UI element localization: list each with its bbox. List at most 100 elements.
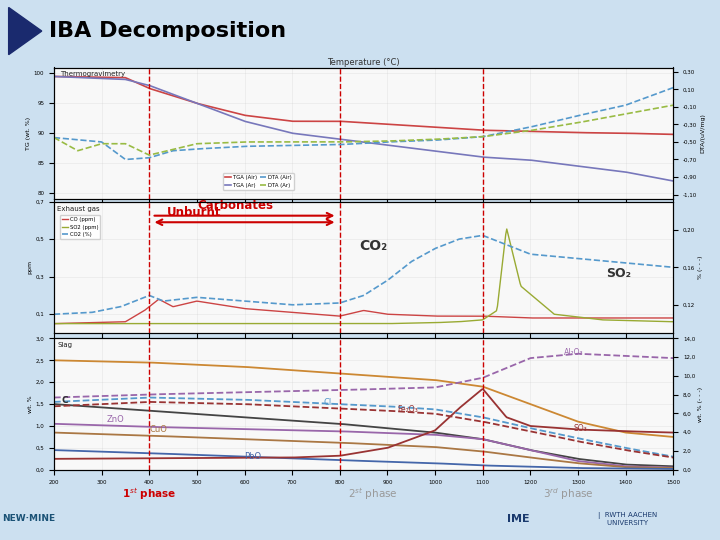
- DTA (Air): [210, 145, 219, 151]
- Legend: TGA (Air), TGA (Ar), DTA (Air), DTA (Ar): TGA (Air), TGA (Ar), DTA (Air), DTA (Ar): [223, 173, 294, 190]
- CO (ppm): [669, 315, 678, 321]
- SO2 (ppm): [463, 318, 472, 325]
- SO2 (ppm): [415, 320, 423, 326]
- Text: Thermogravimetry: Thermogravimetry: [60, 71, 125, 77]
- CO2 (%): [477, 232, 486, 239]
- CO (ppm): [415, 312, 424, 319]
- TGA (Ar): [669, 178, 678, 184]
- TGA (Air): [159, 90, 168, 96]
- CO (ppm): [154, 296, 163, 303]
- CO (ppm): [161, 299, 169, 306]
- TGA (Ar): [50, 73, 58, 80]
- CO (ppm): [331, 313, 340, 319]
- TGA (Ar): [516, 156, 525, 163]
- TGA (Air): [330, 118, 338, 125]
- SO2 (ppm): [517, 283, 526, 289]
- Text: 1$^{st}$ phase: 1$^{st}$ phase: [122, 487, 176, 502]
- SO2 (ppm): [503, 226, 511, 232]
- TGA (Air): [463, 126, 472, 132]
- CO2 (%): [50, 311, 58, 318]
- TGA (Air): [209, 104, 217, 111]
- Text: |  RWTH AACHEN
    UNIVERSITY: | RWTH AACHEN UNIVERSITY: [598, 512, 657, 526]
- CO2 (%): [463, 234, 472, 241]
- DTA (Air): [161, 150, 169, 157]
- DTA (Air): [331, 141, 340, 148]
- CO (ppm): [464, 313, 473, 319]
- SO2 (ppm): [330, 320, 338, 327]
- CO2 (%): [330, 300, 338, 306]
- Text: 3$^{rd}$ phase: 3$^{rd}$ phase: [543, 487, 594, 502]
- Text: IME: IME: [507, 514, 530, 524]
- Text: Exhaust gas: Exhaust gas: [57, 206, 100, 212]
- Line: CO2 (%): CO2 (%): [54, 235, 673, 314]
- DTA (Air): [415, 138, 424, 144]
- DTA (Ar): [161, 148, 169, 154]
- Line: DTA (Ar): DTA (Ar): [54, 105, 673, 155]
- Text: SO₃: SO₃: [573, 424, 587, 433]
- TGA (Air): [50, 73, 58, 80]
- Y-axis label: DTA/(uV/mg): DTA/(uV/mg): [700, 113, 705, 153]
- CO (ppm): [210, 301, 219, 307]
- CO2 (%): [159, 298, 168, 305]
- TGA (Ar): [159, 87, 168, 94]
- Y-axis label: % (- - -): % (- - -): [698, 255, 703, 279]
- Text: Slag: Slag: [57, 342, 72, 348]
- TGA (Air): [415, 123, 423, 130]
- Line: TGA (Air): TGA (Air): [54, 77, 673, 134]
- DTA (Ar): [669, 102, 678, 109]
- Y-axis label: wt. % (- - -): wt. % (- - -): [698, 387, 703, 422]
- Text: CO₂: CO₂: [359, 239, 387, 253]
- Text: IBA Decomposition: IBA Decomposition: [49, 21, 286, 41]
- DTA (Air): [517, 126, 526, 132]
- TGA (Ar): [330, 135, 338, 141]
- CO2 (%): [517, 247, 526, 254]
- CO2 (%): [669, 264, 678, 271]
- Title: Temperature (°C): Temperature (°C): [328, 58, 400, 67]
- SO2 (ppm): [209, 320, 217, 327]
- Text: Al₂O₃: Al₂O₃: [564, 348, 583, 356]
- Text: Fe₂O₃: Fe₂O₃: [397, 405, 418, 414]
- CO2 (%): [209, 295, 217, 302]
- Y-axis label: ppm: ppm: [28, 260, 32, 274]
- CO (ppm): [50, 320, 58, 327]
- Text: ZnO: ZnO: [107, 415, 124, 424]
- Y-axis label: wt. %: wt. %: [28, 395, 32, 413]
- DTA (Air): [122, 156, 131, 163]
- TGA (Air): [516, 128, 525, 134]
- TGA (Ar): [463, 152, 472, 158]
- Text: PbO: PbO: [245, 452, 261, 461]
- TGA (Ar): [415, 146, 423, 152]
- DTA (Ar): [517, 129, 526, 135]
- CO (ppm): [517, 314, 526, 321]
- DTA (Air): [464, 134, 473, 141]
- Line: DTA (Air): DTA (Air): [54, 87, 673, 159]
- Line: TGA (Ar): TGA (Ar): [54, 77, 673, 181]
- TGA (Ar): [209, 106, 217, 113]
- DTA (Ar): [331, 139, 340, 145]
- Text: Unburnt: Unburnt: [167, 206, 222, 219]
- Text: CuO: CuO: [149, 424, 167, 434]
- Legend: CO (ppm), SO2 (ppm), CO2 (%): CO (ppm), SO2 (ppm), CO2 (%): [60, 215, 101, 239]
- Line: CO (ppm): CO (ppm): [54, 300, 673, 323]
- TGA (Air): [669, 131, 678, 138]
- SO2 (ppm): [50, 320, 58, 327]
- DTA (Ar): [464, 134, 473, 141]
- SO2 (ppm): [159, 320, 168, 327]
- SO2 (ppm): [669, 319, 678, 325]
- Text: C: C: [61, 396, 68, 405]
- Text: Cl: Cl: [323, 398, 331, 407]
- DTA (Ar): [50, 134, 58, 141]
- DTA (Air): [50, 134, 58, 141]
- DTA (Ar): [415, 137, 424, 143]
- DTA (Air): [669, 84, 678, 91]
- Text: SO₂: SO₂: [606, 267, 631, 280]
- DTA (Ar): [210, 140, 219, 146]
- Line: SO2 (ppm): SO2 (ppm): [54, 229, 673, 323]
- Y-axis label: TG (wt. %): TG (wt. %): [26, 117, 31, 150]
- Text: NEW·MINE: NEW·MINE: [2, 515, 55, 523]
- CO2 (%): [415, 254, 423, 261]
- Polygon shape: [9, 8, 42, 55]
- Text: Carbonates: Carbonates: [197, 199, 273, 212]
- DTA (Ar): [145, 152, 153, 158]
- Text: 2$^{st}$ phase: 2$^{st}$ phase: [348, 487, 398, 502]
